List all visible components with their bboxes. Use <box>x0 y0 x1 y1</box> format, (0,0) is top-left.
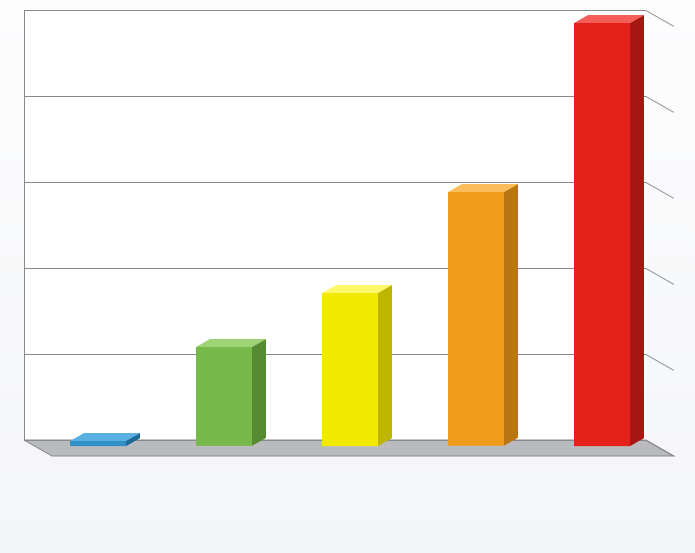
bar-0 <box>70 433 142 448</box>
y-axis-line <box>24 10 25 440</box>
bar-shape <box>322 285 394 448</box>
bar-3d-chart <box>24 10 674 510</box>
gridline <box>24 96 646 97</box>
bar-4 <box>574 15 646 448</box>
bar-2 <box>322 285 394 448</box>
bar-shape <box>574 15 646 448</box>
bar-shape <box>448 184 520 448</box>
bar-1 <box>196 339 268 448</box>
bar-3 <box>448 184 520 448</box>
bar-shape <box>70 433 142 448</box>
gridline <box>24 268 646 269</box>
gridline <box>24 10 646 11</box>
gridline <box>24 182 646 183</box>
bar-shape <box>196 339 268 448</box>
